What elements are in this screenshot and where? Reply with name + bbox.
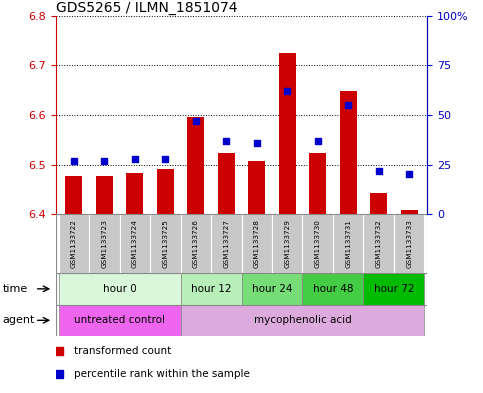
Point bbox=[284, 88, 291, 94]
Point bbox=[222, 138, 230, 144]
Bar bbox=[242, 273, 302, 305]
Text: hour 24: hour 24 bbox=[252, 284, 292, 294]
Bar bbox=[363, 214, 394, 273]
Point bbox=[192, 118, 199, 124]
Point bbox=[131, 156, 139, 162]
Bar bbox=[394, 214, 425, 273]
Point bbox=[253, 140, 261, 146]
Bar bbox=[279, 53, 296, 214]
Text: GSM1133730: GSM1133730 bbox=[315, 219, 321, 268]
Text: transformed count: transformed count bbox=[74, 346, 171, 356]
Bar bbox=[150, 214, 181, 273]
Bar bbox=[401, 210, 417, 214]
Point bbox=[161, 156, 169, 162]
Text: mycophenolic acid: mycophenolic acid bbox=[254, 315, 351, 325]
Bar bbox=[242, 214, 272, 273]
Text: GSM1133726: GSM1133726 bbox=[193, 219, 199, 268]
Text: GSM1133732: GSM1133732 bbox=[376, 219, 382, 268]
Point bbox=[344, 102, 352, 108]
Text: GSM1133722: GSM1133722 bbox=[71, 219, 77, 268]
Bar bbox=[181, 273, 242, 305]
Text: hour 12: hour 12 bbox=[191, 284, 231, 294]
Bar bbox=[333, 214, 363, 273]
Point bbox=[100, 158, 108, 164]
Text: GSM1133731: GSM1133731 bbox=[345, 219, 351, 268]
Text: GSM1133725: GSM1133725 bbox=[162, 219, 168, 268]
Text: GSM1133727: GSM1133727 bbox=[223, 219, 229, 268]
Bar bbox=[96, 176, 113, 214]
Point bbox=[70, 158, 78, 164]
Text: percentile rank within the sample: percentile rank within the sample bbox=[74, 369, 250, 379]
Point bbox=[314, 138, 322, 144]
Text: hour 0: hour 0 bbox=[103, 284, 136, 294]
Bar bbox=[58, 305, 181, 336]
Bar bbox=[66, 176, 82, 214]
Bar bbox=[302, 214, 333, 273]
Text: GSM1133724: GSM1133724 bbox=[132, 219, 138, 268]
Bar bbox=[181, 305, 425, 336]
Bar bbox=[120, 214, 150, 273]
Bar bbox=[58, 214, 89, 273]
Bar bbox=[370, 193, 387, 214]
Bar bbox=[58, 273, 181, 305]
Point bbox=[405, 171, 413, 178]
Bar bbox=[272, 214, 302, 273]
Text: GSM1133733: GSM1133733 bbox=[406, 219, 412, 268]
Bar bbox=[218, 153, 235, 214]
Bar bbox=[181, 214, 211, 273]
Bar bbox=[187, 118, 204, 214]
Text: untreated control: untreated control bbox=[74, 315, 165, 325]
Bar bbox=[363, 273, 425, 305]
Bar bbox=[309, 153, 326, 214]
Text: GSM1133723: GSM1133723 bbox=[101, 219, 107, 268]
Bar bbox=[248, 161, 265, 214]
Text: GSM1133728: GSM1133728 bbox=[254, 219, 260, 268]
Bar bbox=[127, 173, 143, 214]
Text: GDS5265 / ILMN_1851074: GDS5265 / ILMN_1851074 bbox=[56, 1, 237, 15]
Bar bbox=[340, 91, 356, 214]
Text: agent: agent bbox=[2, 315, 35, 325]
Bar bbox=[89, 214, 120, 273]
Bar bbox=[302, 273, 363, 305]
Text: hour 72: hour 72 bbox=[374, 284, 414, 294]
Text: time: time bbox=[2, 284, 28, 294]
Text: hour 48: hour 48 bbox=[313, 284, 353, 294]
Text: GSM1133729: GSM1133729 bbox=[284, 219, 290, 268]
Bar bbox=[157, 169, 174, 214]
Point bbox=[375, 167, 383, 174]
Bar bbox=[211, 214, 242, 273]
